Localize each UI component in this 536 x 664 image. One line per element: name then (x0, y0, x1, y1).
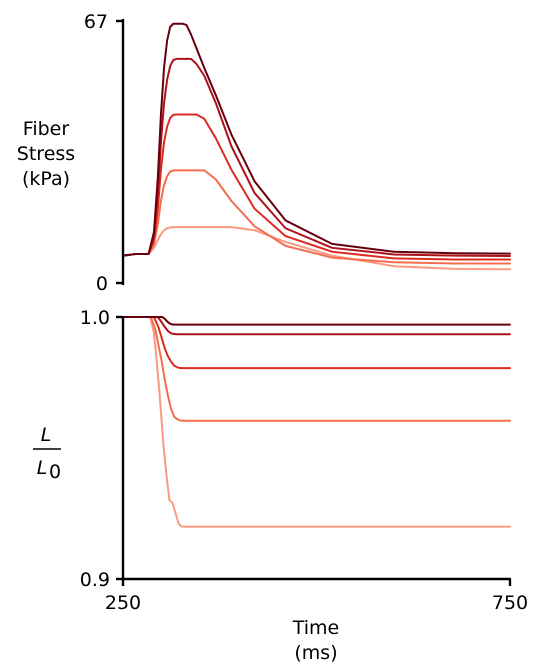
length-series-line-1 (122, 316, 511, 528)
top-y-tick-label-min: 0 (96, 273, 108, 295)
stress-series-line-4 (122, 57, 511, 258)
x-label-line-1: Time (292, 617, 340, 639)
bottom-panel: 1.0 0.9 250 750 Time (ms) L L 0 (33, 307, 528, 664)
stress-series-line-2 (122, 169, 511, 265)
top-y-label-line-2: Stress (17, 143, 75, 165)
length-series-line-4 (122, 316, 511, 336)
length-series-line-5 (122, 316, 511, 326)
top-y-label-line-3: (kPa) (22, 168, 70, 190)
bottom-y-label-denominator: L (37, 457, 48, 479)
bottom-x-tick-label-min: 250 (105, 592, 141, 614)
bottom-y-label-denominator-subscript: 0 (49, 461, 61, 483)
bottom-x-tick-label-max: 750 (492, 592, 528, 614)
x-label-line-2: (ms) (294, 642, 337, 664)
bottom-series-group (122, 316, 511, 528)
top-series-group (122, 22, 511, 271)
stress-series-line-1 (122, 226, 511, 271)
top-y-tick-label-max: 67 (84, 11, 108, 33)
top-y-label-line-1: Fiber (23, 118, 70, 140)
length-series-line-2 (122, 316, 511, 422)
bottom-y-label-numerator: L (41, 424, 52, 446)
top-panel: 67 0 Fiber Stress (kPa) (17, 11, 511, 295)
bottom-y-tick-label-min: 0.9 (80, 569, 110, 591)
bottom-y-tick-label-max: 1.0 (80, 307, 110, 329)
stress-series-line-3 (122, 113, 511, 261)
stress-series-line-5 (122, 22, 511, 257)
length-series-line-3 (122, 316, 511, 370)
